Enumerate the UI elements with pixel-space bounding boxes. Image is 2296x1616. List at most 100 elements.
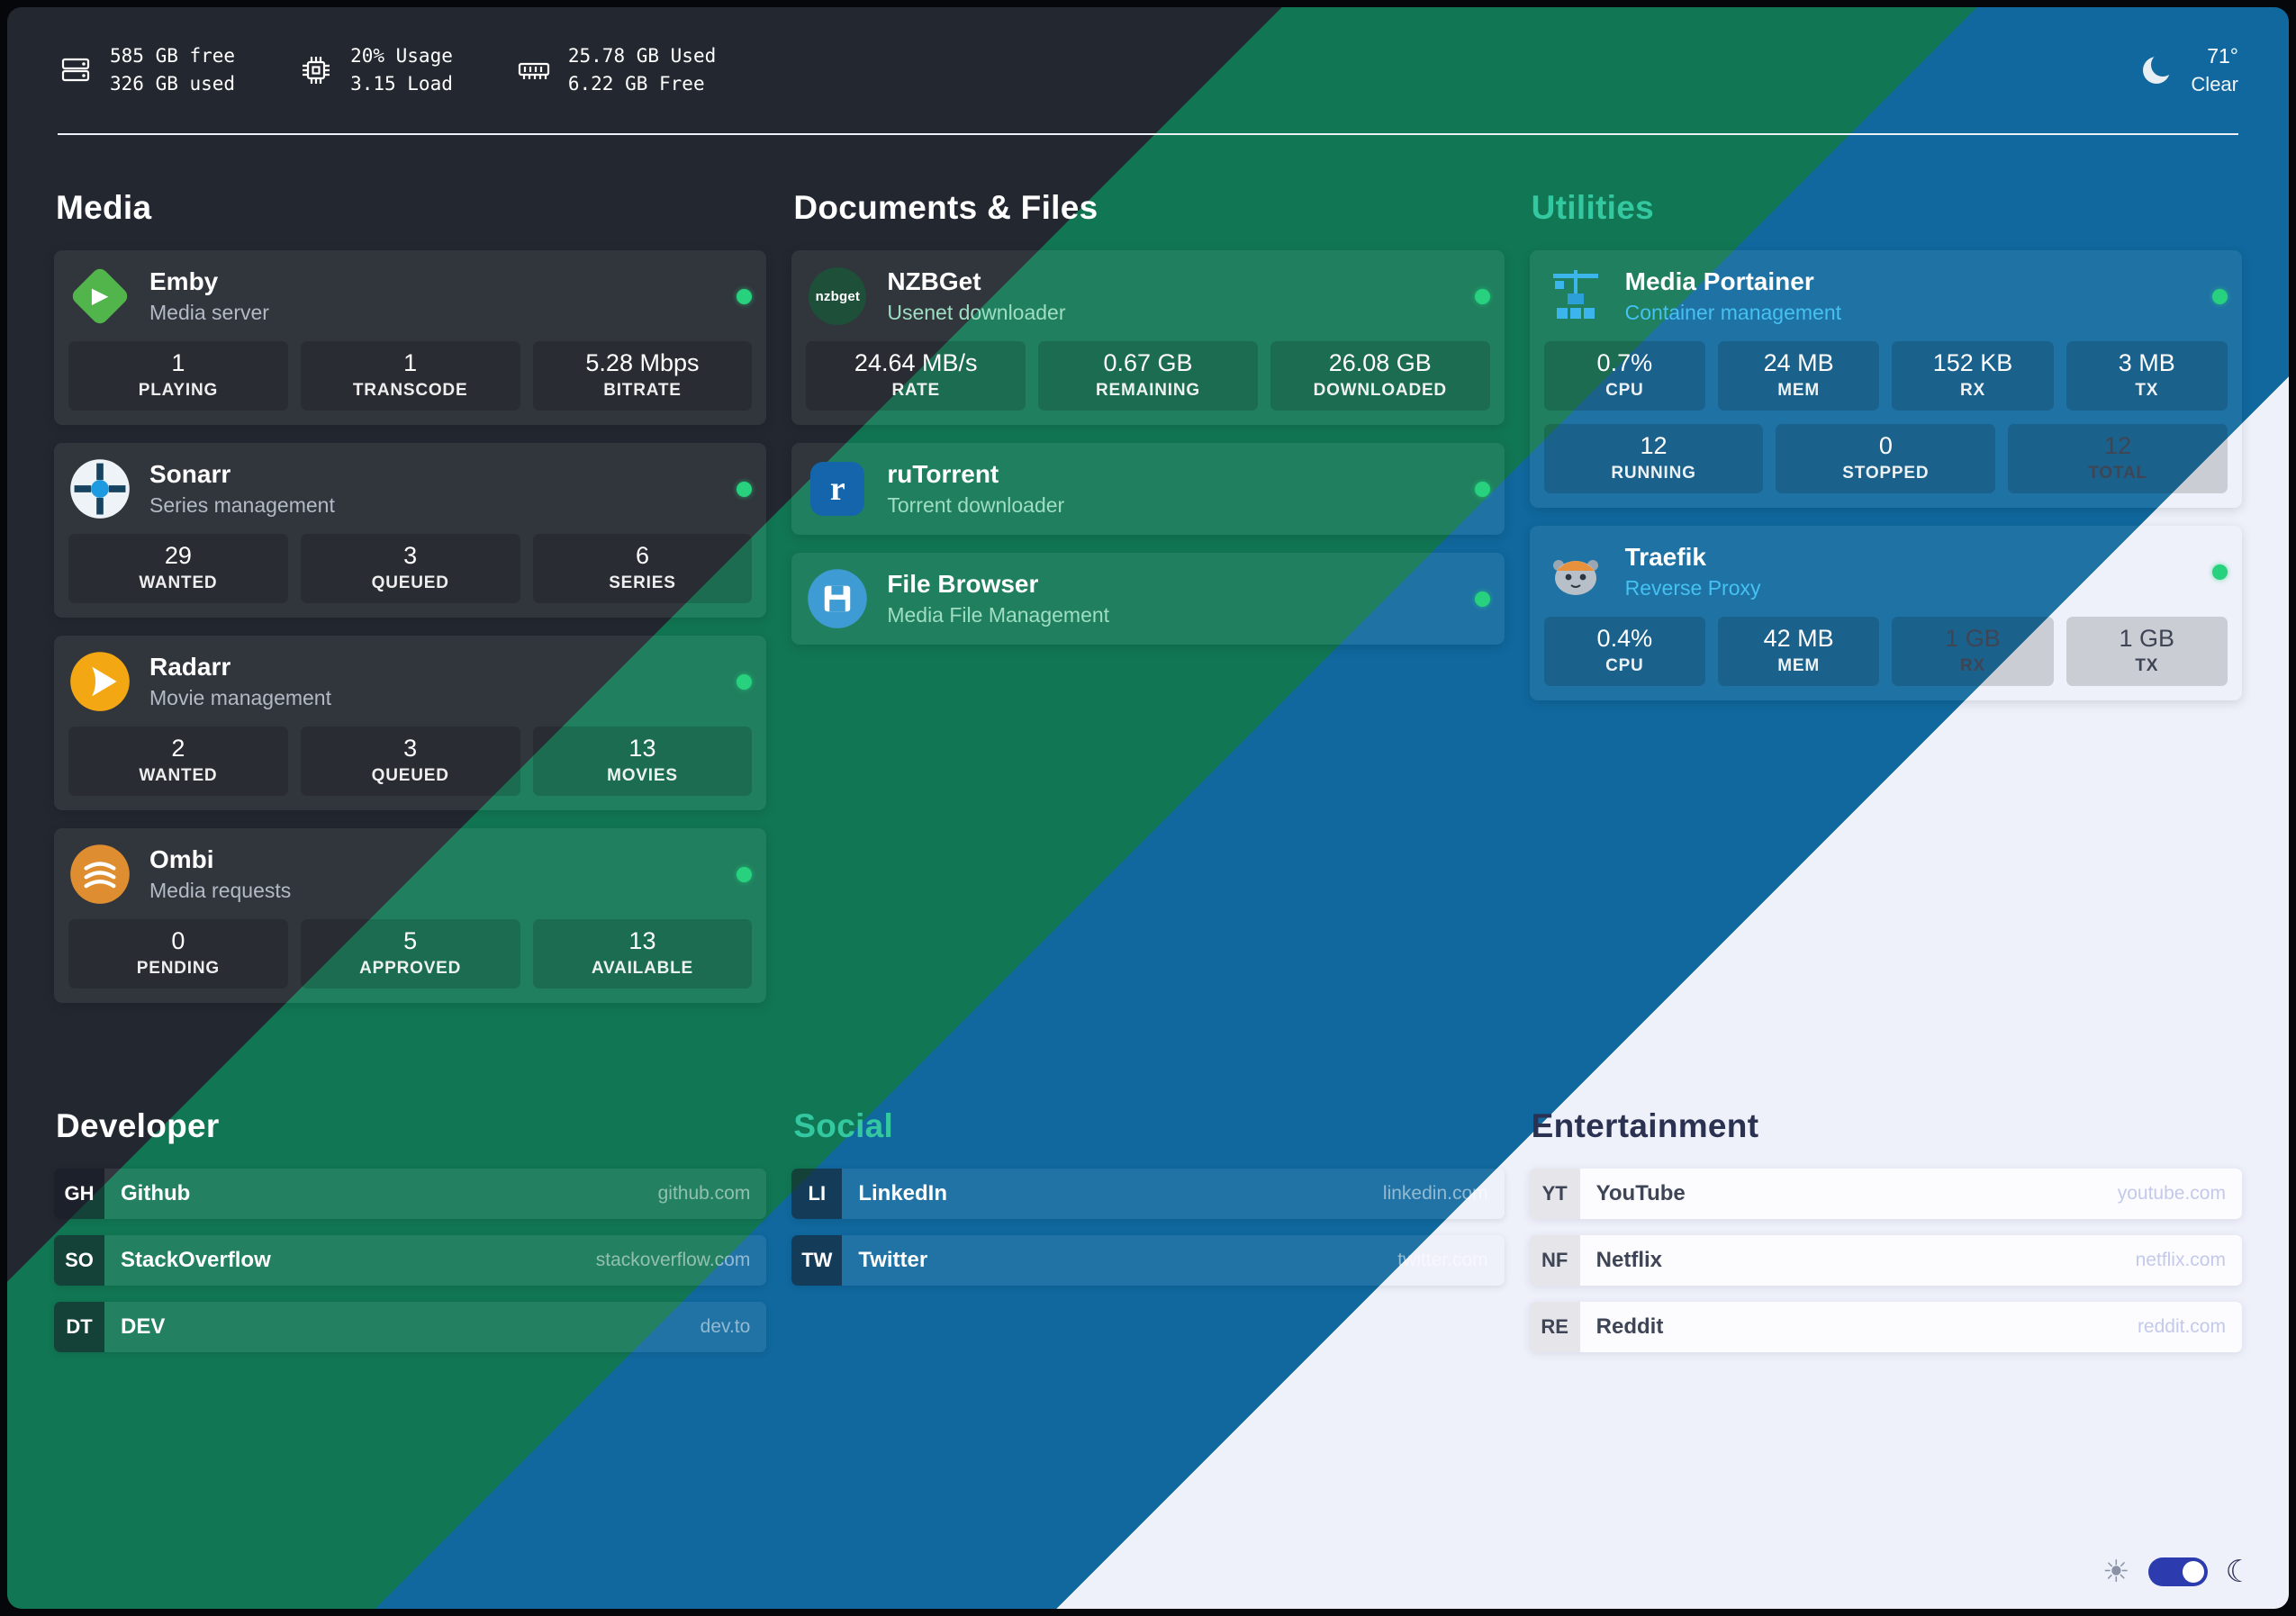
stat-label: TX [2135,381,2159,400]
stat-label: MOVIES [607,766,678,785]
stat-tile: 2 WANTED [68,727,288,796]
service-card-traefik[interactable]: Traefik Reverse Proxy 0.4% CPU 42 MB MEM [1529,526,2242,700]
link-url: linkedin.com [1382,1183,1488,1204]
link-row-linkedin[interactable]: LI LinkedIn linkedin.com [791,1169,1505,1219]
stat-tile-row: 0 PENDING 5 APPROVED 13 AVAILABLE [68,919,753,989]
service-text: ruTorrent Torrent downloader [887,460,1064,518]
service-card-sonarr[interactable]: Sonarr Series management 29 WANTED 3 QUE… [54,443,767,618]
link-name: Github [121,1181,191,1205]
service-name: Traefik [1624,543,1706,571]
link-row-github[interactable]: GH Github github.com [54,1169,767,1219]
status-dot [737,673,753,690]
service-card-filebrowser[interactable]: File Browser Media File Management [791,553,1505,645]
section-title-social: Social [793,1107,894,1144]
stat-tile-row: 0.4% CPU 42 MB MEM 1 GB RX 1 GB TX [1543,617,2228,686]
radarr-icon [68,650,131,713]
moon-theme-icon[interactable]: ☾ [2225,1555,2253,1589]
stat-tile: 5.28 Mbps BITRATE [532,341,753,411]
link-url: reddit.com [2137,1316,2226,1337]
link-row-dev[interactable]: DT DEV dev.to [54,1302,767,1352]
service-card-emby[interactable]: ▶ Emby Media server 1 PLAYING 1 T [54,250,767,425]
stat-tile: 6 SERIES [532,534,753,603]
stat-tile: 3 QUEUED [300,534,520,603]
service-card-portainer[interactable]: Media Portainer Container management 0.7… [1529,250,2242,508]
link-row-netflix[interactable]: NF Netflix netflix.com [1529,1235,2242,1286]
stat-value: 12 [1640,432,1668,459]
status-dot [737,866,753,882]
weather-widget: 71° Clear [2138,42,2238,98]
stat-label: QUEUED [371,766,449,785]
stat-label: AVAILABLE [591,959,693,978]
ram-free: 6.22 GB Free [567,73,705,95]
stat-label: WANTED [139,573,218,592]
stat-value: 12 [2104,432,2132,459]
link-url: stackoverflow.com [595,1250,751,1270]
stat-label: PLAYING [138,381,219,400]
stat-label: RATE [891,381,940,400]
stat-tile: 12 TOTAL [2008,424,2228,493]
stat-tile: 1 TRANSCODE [300,341,520,411]
link-name: Twitter [858,1248,928,1272]
stat-value: 1 GB [2119,625,2175,652]
portainer-icon [1544,265,1607,328]
stat-value: 0.4% [1596,625,1653,652]
stat-tile: 5 APPROVED [300,919,520,989]
stat-tile: 24.64 MB/s RATE [806,341,1026,411]
ram-stats: 25.78 GB Used 6.22 GB Free [516,42,716,98]
stat-value: 13 [628,927,656,954]
stat-label: TRANSCODE [352,381,468,400]
section-media: Media ▶ Emby Media server 1 PLAYING [54,189,767,1021]
reddit-icon: RE [1529,1302,1580,1352]
service-card-rutorrent[interactable]: r ruTorrent Torrent downloader [791,443,1505,535]
disk-free: 585 GB free [110,45,236,67]
theme-controls: ☀ ☾ [2102,1557,2253,1587]
sun-icon[interactable]: ☀ [2102,1555,2130,1589]
disk-used: 326 GB used [110,73,236,95]
cpu-stats-text: 20% Usage 3.15 Load [350,42,453,98]
stat-tile: 24 MB MEM [1717,341,1880,411]
stat-label: CPU [1605,381,1644,400]
ram-stats-text: 25.78 GB Used 6.22 GB Free [568,42,716,98]
link-row-stackoverflow[interactable]: SO StackOverflow stackoverflow.com [54,1235,767,1286]
section-title-developer: Developer [56,1107,220,1144]
disk-stats: 585 GB free 326 GB used [58,42,235,98]
service-card-ombi[interactable]: Ombi Media requests 0 PENDING 5 APPROVED [54,828,767,1003]
stat-tile: 3 MB TX [2065,341,2228,411]
stat-value: 24.64 MB/s [854,349,978,376]
service-subtitle: Media File Management [887,603,1110,627]
card-head: nzbget NZBGet Usenet downloader [806,265,1490,328]
service-card-nzbget[interactable]: nzbget NZBGet Usenet downloader 24.64 MB… [791,250,1505,425]
stat-value: 24 MB [1763,349,1834,376]
service-name: NZBGet [887,267,981,295]
stat-value: 1 [403,349,418,376]
link-row-youtube[interactable]: YT YouTube youtube.com [1529,1169,2242,1219]
status-dot [2211,288,2228,304]
link-row-twitter[interactable]: TW Twitter twitter.com [791,1235,1505,1286]
service-text: Radarr Movie management [149,653,331,710]
service-card-radarr[interactable]: Radarr Movie management 2 WANTED 3 QUEUE… [54,636,767,810]
stat-tile: 3 QUEUED [300,727,520,796]
theme-toggle[interactable] [2147,1557,2208,1586]
service-name: Sonarr [149,460,231,488]
stat-value: 42 MB [1763,625,1834,652]
filebrowser-icon [806,567,869,630]
weather-condition: Clear [2191,73,2238,95]
service-subtitle: Media requests [149,879,292,902]
stat-tile: 42 MB MEM [1717,617,1880,686]
card-head: Ombi Media requests [68,843,753,906]
card-head: Traefik Reverse Proxy [1544,540,2228,603]
section-developer: Developer GH Github github.com SO StackO… [54,1107,767,1368]
link-name: DEV [121,1314,166,1339]
stat-tile: 13 MOVIES [532,727,753,796]
link-row-reddit[interactable]: RE Reddit reddit.com [1529,1302,2242,1352]
stat-value: 152 KB [1932,349,2013,376]
stat-tile: 0.7% CPU [1543,341,1705,411]
stat-tile: 12 RUNNING [1543,424,1764,493]
nzbget-icon: nzbget [806,265,869,328]
github-icon: GH [54,1169,104,1219]
stat-tile: 29 WANTED [68,534,288,603]
service-name: Emby [149,267,219,295]
link-url: twitter.com [1397,1250,1488,1270]
service-name: ruTorrent [887,460,999,488]
